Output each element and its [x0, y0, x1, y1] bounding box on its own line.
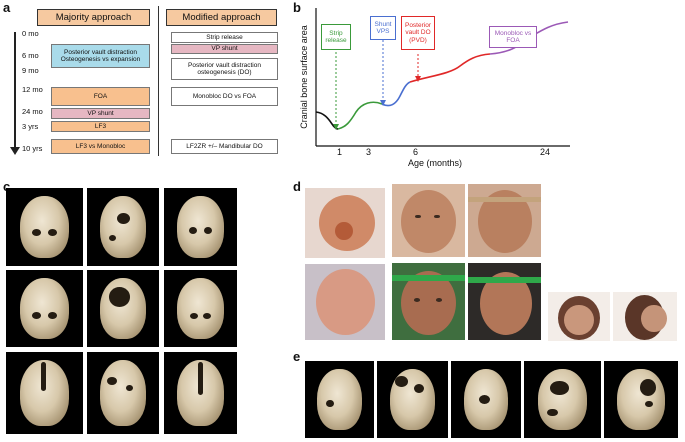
age-12mo: 12 mo	[22, 85, 43, 94]
annotation-shunt-vps: Shunt VPS	[370, 16, 396, 40]
growth-curve-plot	[315, 8, 570, 147]
header-modified-approach: Modified approach	[166, 9, 277, 26]
annotation-strip-release: Strip release	[321, 24, 351, 50]
majority-foa-box: FOA	[51, 87, 150, 106]
ct-image-e1	[305, 361, 374, 438]
panel-a-letter: a	[3, 0, 11, 15]
ct-image-r3c3	[164, 352, 237, 434]
modified-posterior-vault-box: Posterior vault distraction osteogenesis…	[171, 58, 278, 80]
y-axis-label: Cranial bone surface area	[299, 25, 309, 129]
modified-lf2zr-box: LF2ZR +/– Mandibular DO	[171, 139, 278, 154]
majority-posterior-vault-box: Posterior vault distraction Osteogenesis…	[51, 44, 150, 68]
x-tick-6: 6	[413, 147, 419, 157]
ct-image-r3c1	[6, 352, 83, 434]
pvd-arrowhead	[415, 76, 421, 82]
patient-photo-older-side	[613, 292, 677, 341]
age-0mo: 0 mo	[22, 29, 39, 38]
patient-photo-child-front-2	[392, 263, 465, 340]
modified-monobloc-box: Monobloc DO vs FOA	[171, 87, 278, 106]
age-10yrs: 10 yrs	[22, 144, 43, 153]
header-majority-approach: Majority approach	[37, 9, 150, 26]
patient-photo-child-front-1	[392, 184, 465, 257]
curve-segment-red	[409, 53, 491, 83]
curve-segment-blue	[381, 81, 411, 107]
ct-image-r1c1	[6, 188, 83, 266]
ct-image-r2c3	[164, 270, 237, 347]
ct-image-r1c2	[87, 188, 159, 266]
x-tick-1: 1	[337, 147, 343, 157]
age-6mo: 6 mo	[22, 51, 39, 60]
x-tick-3: 3	[366, 147, 372, 157]
patient-photo-infant-profile-1	[305, 188, 385, 258]
panel-c-letter: c	[3, 179, 11, 194]
ct-image-e4	[524, 361, 601, 438]
ct-image-r2c2	[87, 270, 159, 347]
majority-lf3-vs-monobloc-box: LF3 vs Monobloc	[51, 139, 150, 154]
strip-release-arrowhead	[333, 124, 339, 130]
timeline-arrowhead	[10, 147, 20, 155]
majority-vp-shunt-box: VP shunt	[51, 108, 150, 119]
age-9mo: 9 mo	[22, 66, 39, 75]
patient-photo-infant-profile-2	[305, 264, 385, 340]
patient-photo-child-side-2	[468, 263, 541, 340]
x-tick-24: 24	[540, 147, 551, 157]
header-divider	[158, 6, 159, 156]
panel-e-letter: e	[293, 349, 301, 364]
timeline-line	[14, 32, 16, 148]
patient-photo-older-front	[548, 292, 610, 341]
modified-vp-shunt-box: VP shunt	[171, 44, 278, 54]
ct-image-e5	[604, 361, 678, 438]
annotation-posterior-vault-do: Posterior vault DO (PVD)	[401, 16, 435, 50]
age-3yrs: 3 yrs	[22, 122, 39, 131]
modified-strip-release-box: Strip release	[171, 32, 278, 43]
ct-image-e3	[451, 361, 521, 438]
age-24mo: 24 mo	[22, 107, 43, 116]
annotation-monobloc-vs-foa: Monobloc vs FOA	[489, 26, 537, 48]
majority-lf3-box: LF3	[51, 121, 150, 132]
ct-image-r3c2	[87, 352, 159, 434]
shunt-vps-arrowhead	[380, 100, 386, 106]
panel-b-letter: b	[293, 0, 301, 15]
curve-segment-green	[337, 101, 383, 130]
x-axis-label: Age (months)	[408, 158, 463, 168]
ct-image-r2c1	[6, 270, 83, 347]
ct-image-e2	[377, 361, 448, 438]
patient-photo-child-side-1	[468, 184, 541, 257]
panel-d-letter: d	[293, 179, 301, 194]
ct-image-r1c3	[164, 188, 237, 266]
